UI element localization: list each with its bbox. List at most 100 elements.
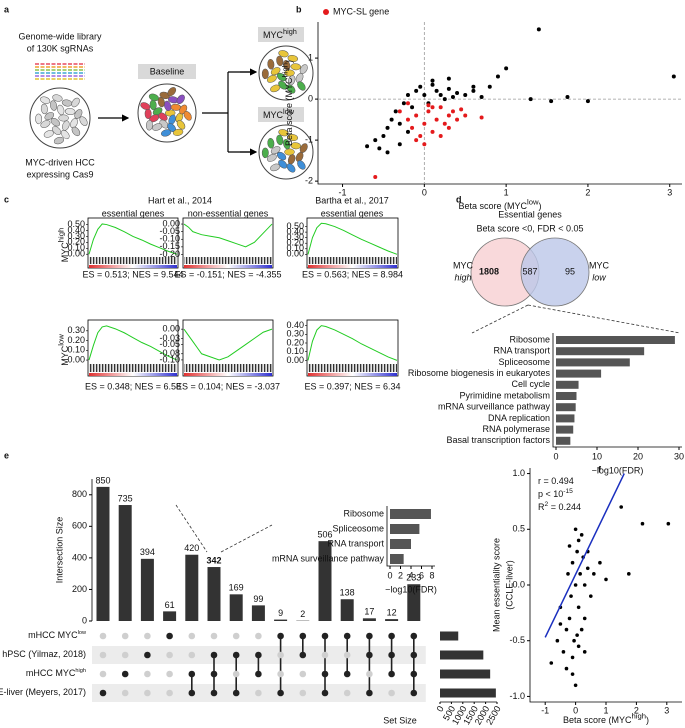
cell	[71, 97, 80, 108]
point	[570, 655, 575, 660]
y-tick-label: -0.20	[159, 249, 180, 259]
matrix-dot	[299, 651, 307, 659]
bar	[140, 558, 154, 621]
point	[414, 88, 419, 93]
y-tick-label: -1	[305, 134, 313, 144]
matrix-dot	[366, 670, 373, 678]
group-title: Hart et al., 2014	[148, 195, 212, 205]
matrix-dot	[188, 670, 196, 678]
cell	[299, 143, 308, 153]
cell	[160, 129, 172, 137]
hit-barcode	[308, 364, 397, 372]
matrix-dot	[366, 651, 373, 659]
point	[385, 125, 390, 130]
rank-gradient	[308, 265, 397, 268]
bar-value-label: 99	[253, 594, 263, 604]
y-tick-label: -1.0	[509, 691, 525, 701]
bar	[251, 605, 265, 621]
point	[430, 82, 435, 87]
bar-value-label: 12	[387, 607, 397, 617]
y-tick-label: 0.00	[286, 355, 304, 365]
y-tick-label: 0.20	[286, 337, 304, 347]
cell	[297, 81, 306, 91]
annotation-part: R	[538, 502, 545, 512]
cell	[40, 103, 48, 115]
category-label: mRNA surveillance pathway	[438, 402, 551, 412]
point	[450, 95, 455, 100]
point	[567, 544, 572, 548]
y-tick-label: 1.0	[512, 468, 525, 478]
cell	[283, 139, 291, 150]
bar-value-label: 506	[317, 530, 332, 540]
low-label: MYClow	[263, 107, 295, 121]
set-size-bar	[440, 650, 484, 660]
point	[576, 605, 581, 610]
bar	[362, 618, 376, 621]
point	[422, 93, 427, 98]
point	[582, 650, 587, 654]
point	[582, 583, 587, 587]
x-axis-label-sup: low	[527, 198, 539, 207]
es-annotation: ES = 0.513; NES = 9.544	[82, 269, 183, 279]
bar-value-label: 735	[118, 493, 133, 503]
point	[619, 505, 623, 509]
cell	[152, 123, 163, 131]
es-annotation: ES = 0.348; NES = 6.58	[85, 381, 181, 391]
annotation-sup: -15	[563, 488, 573, 495]
point	[564, 627, 569, 632]
cell	[276, 55, 284, 67]
point	[410, 105, 415, 110]
point	[410, 125, 415, 130]
bar	[390, 554, 404, 564]
x-tick-label: 1	[504, 187, 509, 197]
panel-label: b	[296, 4, 302, 14]
venn-set-label: low	[592, 272, 606, 282]
rank-gradient	[89, 265, 177, 268]
point	[598, 560, 602, 565]
point	[455, 117, 460, 122]
point	[565, 95, 570, 100]
cell	[290, 142, 302, 150]
matrix-dot	[188, 632, 196, 640]
point	[671, 74, 676, 79]
point	[564, 666, 569, 671]
point	[430, 129, 435, 134]
point	[446, 125, 451, 130]
matrix-dot	[299, 670, 307, 678]
y-tick-label: -2	[305, 176, 313, 186]
bar	[274, 619, 288, 621]
legend-label: MYC-SL gene	[333, 6, 389, 16]
point	[463, 93, 468, 98]
point	[434, 117, 439, 122]
point	[471, 88, 476, 93]
y-tick-label: -0.05	[159, 339, 180, 349]
matrix-dot	[388, 632, 395, 640]
y-axis-label: Beta score (MYChigh)	[281, 60, 295, 146]
cell	[79, 116, 88, 126]
point	[576, 538, 581, 543]
matrix-dot	[343, 670, 351, 678]
bar	[118, 505, 132, 621]
cell	[148, 93, 159, 102]
cells-label: MYC-driven HCC	[25, 157, 95, 167]
category-label: Cell cycle	[511, 379, 550, 389]
set-name: CCLE-liver (Meyers, 2017)	[0, 687, 86, 697]
point	[422, 121, 427, 126]
point	[573, 683, 578, 688]
cell	[276, 72, 287, 82]
matrix-dot	[144, 670, 151, 678]
y-tick-label: -0.10	[159, 234, 180, 244]
point	[455, 90, 460, 95]
rank-gradient	[89, 373, 177, 376]
bar-value-label: 61	[165, 600, 175, 610]
point	[405, 93, 410, 98]
bar	[556, 436, 571, 445]
y-tick-label: -0.03	[159, 333, 180, 343]
matrix-dot	[166, 632, 173, 640]
point	[438, 93, 443, 98]
axis	[552, 333, 682, 448]
point	[576, 644, 581, 649]
y-tick-label: 0.40	[286, 226, 304, 236]
set-size-label: Set Size	[383, 715, 417, 725]
